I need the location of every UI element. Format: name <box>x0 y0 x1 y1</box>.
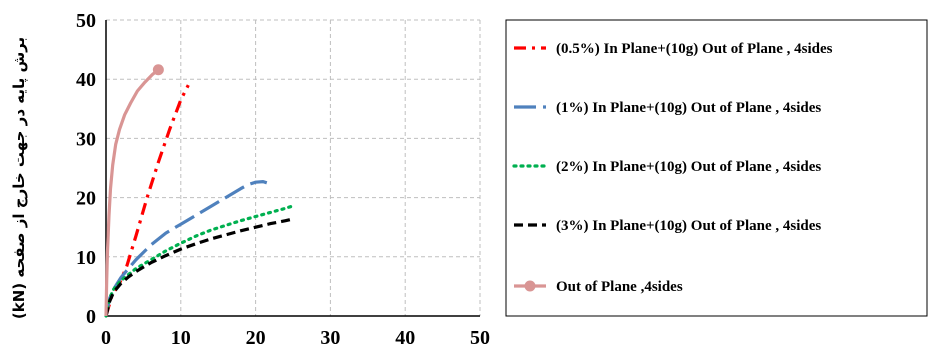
legend-marker <box>524 280 536 292</box>
x-tick-label: 50 <box>470 327 490 349</box>
x-tick-label: 40 <box>395 327 415 349</box>
y-axis-label: برش پایه در جهت خارج از صفحه (kN) <box>10 37 29 319</box>
legend-box <box>505 19 928 317</box>
series-layer <box>104 64 295 318</box>
x-tick-labels: 0 10 20 30 40 50 <box>101 327 490 349</box>
legend: (0.5%) In Plane+(10g) Out of Plane , 4si… <box>512 41 833 295</box>
x-tick-label: 0 <box>101 327 111 349</box>
x-tick-label: 30 <box>320 327 340 349</box>
y-tick-labels: 0 10 20 30 40 50 <box>76 10 96 328</box>
series-end-marker <box>152 64 164 76</box>
y-tick-label: 10 <box>76 247 96 269</box>
legend-label-1: (0.5%) In Plane+(10g) Out of Plane , 4si… <box>556 41 833 57</box>
legend-label-4: (3%) In Plane+(10g) Out of Plane , 4side… <box>556 218 821 234</box>
legend-label-2: (1%) In Plane+(10g) Out of Plane , 4side… <box>556 100 821 116</box>
x-tick-label: 20 <box>246 327 266 349</box>
y-tick-label: 50 <box>76 10 96 32</box>
legend-label-5: Out of Plane ,4sides <box>556 279 683 295</box>
y-tick-label: 0 <box>86 306 96 328</box>
y-tick-label: 30 <box>76 128 96 150</box>
y-tick-label: 40 <box>76 69 96 91</box>
gridlines <box>106 19 481 316</box>
y-tick-label: 20 <box>76 188 96 210</box>
series-line-3 <box>104 204 295 318</box>
x-tick-label: 10 <box>171 327 191 349</box>
plot-area <box>106 20 480 316</box>
series-line-4 <box>104 217 294 317</box>
legend-label-3: (2%) In Plane+(10g) Out of Plane , 4side… <box>556 159 821 175</box>
series-line-5 <box>104 68 160 317</box>
